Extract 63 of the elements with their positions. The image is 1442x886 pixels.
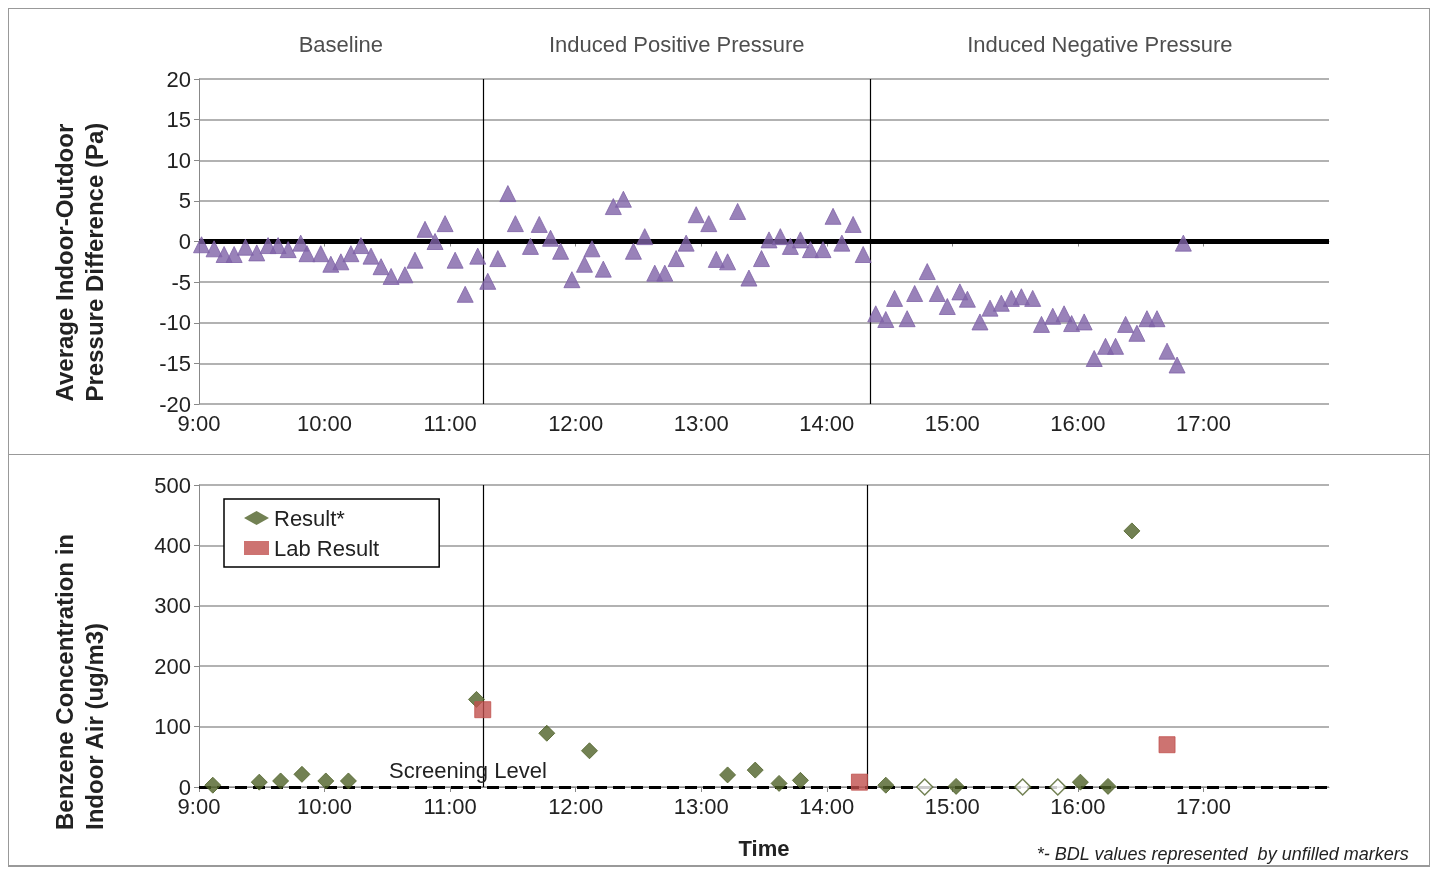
y-tick-label: 0 [178, 229, 191, 254]
y-tick-label: 5 [178, 188, 191, 214]
point [1123, 522, 1141, 540]
y-tick-label: -5 [171, 269, 191, 295]
y-tick-label: 500 [154, 472, 191, 498]
text: Induced Positive Pressure [548, 31, 805, 57]
point [791, 771, 809, 789]
point [850, 773, 868, 791]
point [538, 724, 556, 742]
y-tick-label: 100 [154, 714, 191, 740]
point [339, 772, 357, 790]
x-tick-label: 17:00 [1175, 410, 1231, 436]
y-axis-title: Benzene Concentration in Indoor Air (ug/m3) [50, 527, 108, 830]
x-tick-label: 13:00 [673, 793, 729, 819]
x-tick-label: 15:00 [924, 793, 980, 819]
point [204, 776, 222, 794]
y-tick-label: 300 [154, 593, 191, 619]
point [770, 774, 788, 792]
text: Baseline [298, 31, 384, 57]
x-tick-label: 17:00 [1175, 793, 1231, 819]
legend-label: Result* [274, 505, 346, 531]
point [317, 772, 335, 790]
point [1099, 777, 1117, 795]
point [272, 772, 290, 790]
x-tick-label: 10:00 [297, 410, 353, 436]
point [746, 761, 764, 779]
x-axis-title: Time [738, 835, 790, 861]
y-tick-label: 200 [154, 653, 191, 679]
y-tick-label: 400 [154, 532, 191, 558]
x-tick-label: 14:00 [799, 410, 855, 436]
x-tick-label: 12:00 [548, 793, 604, 819]
x-tick-label: 14:00 [799, 793, 855, 819]
y-tick-label: 15 [166, 107, 191, 133]
y-tick-label: 0 [178, 774, 191, 800]
point [915, 778, 934, 796]
x-tick-label: 16:00 [1050, 793, 1106, 819]
x-tick-label: 15:00 [924, 410, 980, 436]
y-tick-label: 20 [166, 66, 191, 92]
point [1049, 778, 1067, 796]
y-tick-label: 10 [166, 147, 191, 173]
point [580, 742, 598, 760]
point [1013, 778, 1032, 796]
y-tick-label: -10 [159, 310, 191, 336]
x-tick-label: 13:00 [673, 410, 729, 436]
point [250, 773, 268, 791]
x-tick-label: 16:00 [1050, 410, 1106, 436]
point [719, 766, 737, 784]
point [1071, 773, 1089, 791]
point [947, 777, 965, 795]
text: Induced Negative Pressure [967, 31, 1233, 57]
point [1158, 736, 1176, 754]
point [474, 701, 492, 719]
x-tick-label: 11:00 [423, 410, 477, 436]
y-tick-label: -15 [159, 350, 191, 376]
y-tick-label: -20 [159, 391, 191, 417]
legend-label: Lab Result [274, 535, 380, 561]
text: *- BDL values represented by unfilled markers [1036, 844, 1409, 864]
x-tick-label: 11:00 [423, 793, 477, 819]
x-tick-label: 10:00 [297, 793, 353, 819]
y-axis-title: Average Indoor-Outdoor Pressure Difference (Pa) [50, 117, 108, 402]
point [293, 765, 311, 783]
point [877, 776, 895, 794]
x-tick-label: 12:00 [548, 410, 604, 436]
